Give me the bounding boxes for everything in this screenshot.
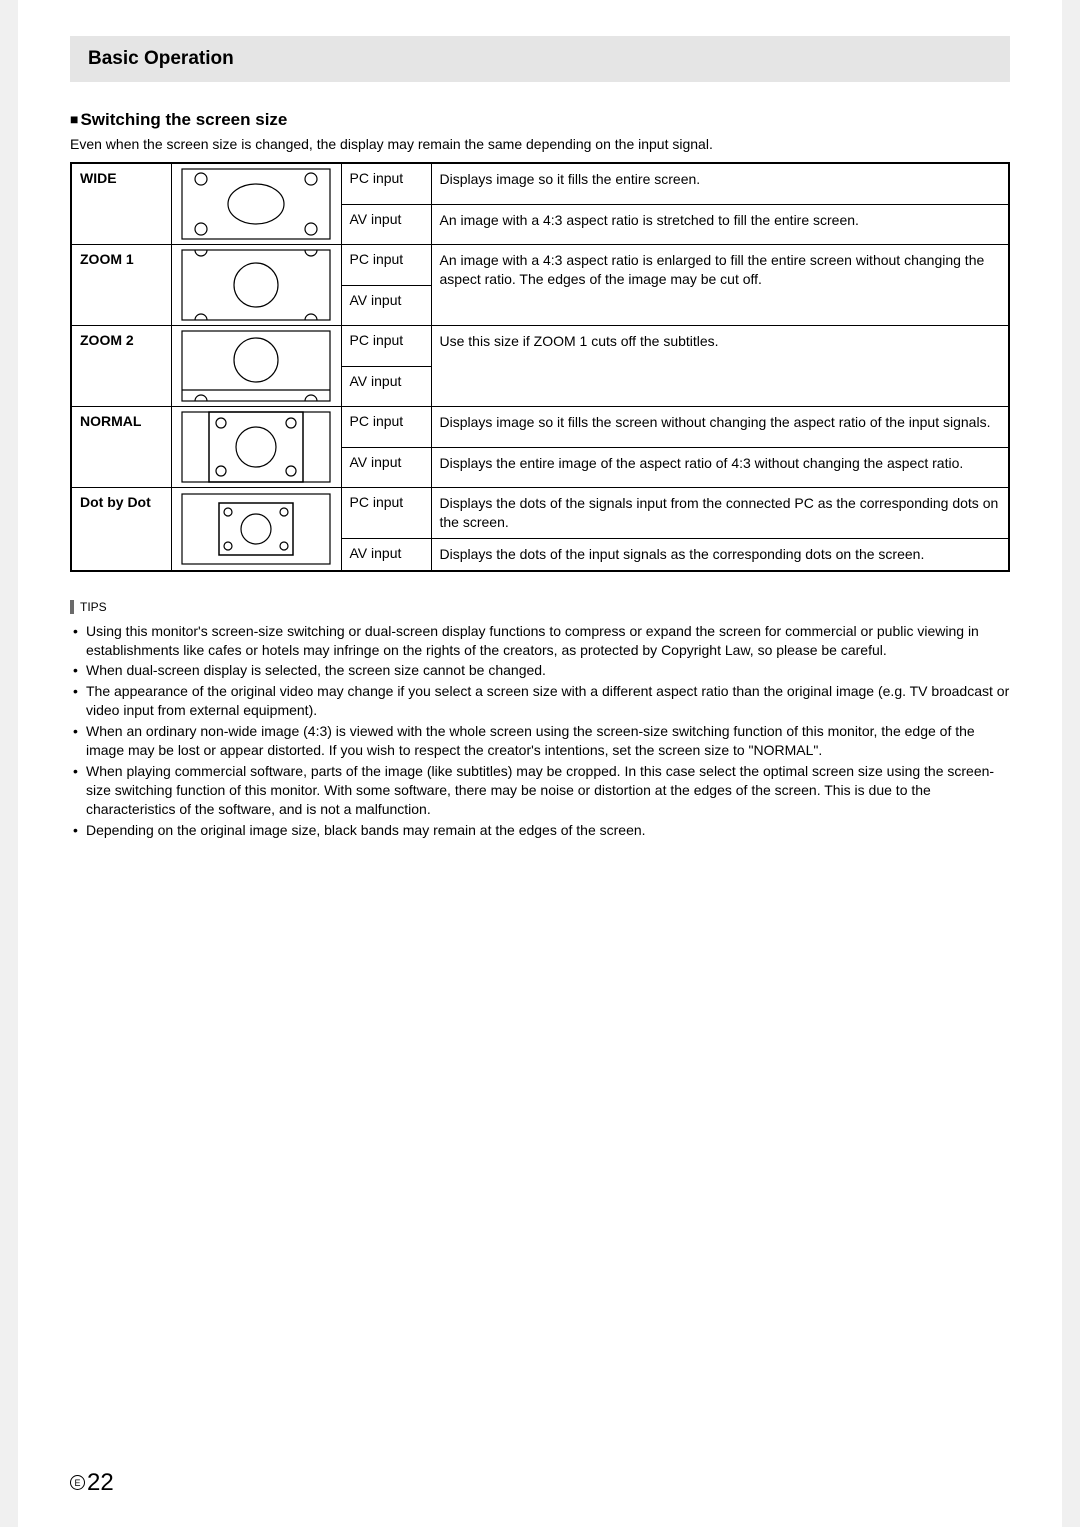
mode-label: ZOOM 1 (71, 245, 171, 326)
mode-icon-zoom2 (171, 326, 341, 407)
header-bar: Basic Operation (70, 36, 1010, 82)
mode-label: WIDE (71, 163, 171, 245)
mode-icon-dotbydot (171, 488, 341, 571)
mode-label: NORMAL (71, 407, 171, 488)
tips-heading: TIPS (70, 600, 107, 614)
tips-item: When dual-screen display is selected, th… (70, 661, 1010, 680)
input-label: AV input (341, 204, 431, 244)
page-e-mark: E (70, 1475, 85, 1490)
mode-icon-normal (171, 407, 341, 488)
tips-item: When an ordinary non-wide image (4:3) is… (70, 722, 1010, 760)
page: Basic Operation Switching the screen siz… (18, 0, 1062, 1527)
tips-item: When playing commercial software, parts … (70, 762, 1010, 819)
section-title: Switching the screen size (70, 110, 1010, 130)
page-number: E22 (70, 1469, 114, 1497)
mode-desc: Use this size if ZOOM 1 cuts off the sub… (431, 326, 1009, 407)
section-intro: Even when the screen size is changed, th… (70, 136, 1010, 152)
page-num: 22 (87, 1469, 114, 1496)
tips-item: The appearance of the original video may… (70, 682, 1010, 720)
mode-desc: An image with a 4:3 aspect ratio is enla… (431, 245, 1009, 326)
header-title: Basic Operation (88, 48, 992, 70)
mode-desc: Displays image so it fills the screen wi… (431, 407, 1009, 448)
mode-label: ZOOM 2 (71, 326, 171, 407)
tips-item: Using this monitor's screen-size switchi… (70, 622, 1010, 660)
mode-desc: An image with a 4:3 aspect ratio is stre… (431, 204, 1009, 244)
input-label: PC input (341, 407, 431, 448)
mode-desc: Displays the dots of the signals input f… (431, 488, 1009, 539)
tips-list: Using this monitor's screen-size switchi… (70, 622, 1010, 840)
screen-modes-table: WIDE PC input Displays image so it fills… (70, 162, 1010, 572)
mode-desc: Displays the dots of the input signals a… (431, 538, 1009, 570)
tips-item: Depending on the original image size, bl… (70, 821, 1010, 840)
input-label: PC input (341, 488, 431, 539)
mode-label: Dot by Dot (71, 488, 171, 571)
input-label: PC input (341, 245, 431, 286)
mode-desc: Displays image so it fills the entire sc… (431, 163, 1009, 204)
input-label: PC input (341, 326, 431, 367)
mode-icon-wide (171, 163, 341, 245)
mode-desc: Displays the entire image of the aspect … (431, 447, 1009, 488)
input-label: AV input (341, 447, 431, 488)
input-label: AV input (341, 538, 431, 570)
input-label: AV input (341, 285, 431, 326)
input-label: AV input (341, 366, 431, 407)
mode-icon-zoom1 (171, 245, 341, 326)
input-label: PC input (341, 163, 431, 204)
